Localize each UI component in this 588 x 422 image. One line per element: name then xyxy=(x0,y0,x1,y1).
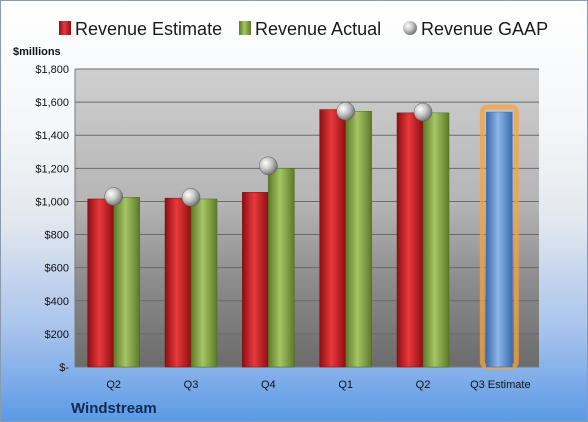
company-name: Windstream xyxy=(71,400,157,417)
y-tick-label: $1,000 xyxy=(35,196,69,208)
legend-swatch-gaap xyxy=(403,21,417,35)
legend-item-gaap: Revenue GAAP xyxy=(403,19,548,39)
y-tick-label: $- xyxy=(59,362,69,374)
x-tick-label: Q2 xyxy=(416,379,431,391)
bar-revenue-actual xyxy=(345,110,372,368)
marker-revenue-gaap xyxy=(336,101,355,121)
bar-revenue-actual xyxy=(190,198,218,368)
legend-label-gaap: Revenue GAAP xyxy=(421,19,548,39)
legend-label-actual: Revenue Actual xyxy=(255,19,381,39)
x-tick-label: Q2 xyxy=(106,379,121,391)
bar-revenue-estimate xyxy=(164,197,192,368)
x-tick-label: Q3 Estimate xyxy=(470,379,531,391)
y-tick-label: $1,400 xyxy=(35,130,69,142)
y-tick-label: $200 xyxy=(45,329,69,341)
marker-revenue-gaap xyxy=(181,188,201,207)
bar-revenue-actual xyxy=(113,197,140,368)
bar-revenue-actual xyxy=(422,112,450,368)
y-tick-label: $800 xyxy=(45,230,69,242)
bar-revenue-estimate xyxy=(242,192,269,368)
x-tick-label: Q1 xyxy=(338,379,353,391)
bar-revenue-estimate xyxy=(319,109,346,368)
y-tick-label: $1,600 xyxy=(35,97,69,109)
legend-swatch-actual xyxy=(239,21,251,35)
y-tick-label: $1,200 xyxy=(35,163,69,175)
y-axis-ticks: $- $200 $400 $600 $800 $1,000 $1,200 $1,400 $1,6… xyxy=(35,64,69,374)
marker-revenue-gaap xyxy=(104,187,123,206)
y-tick-label: $600 xyxy=(45,263,69,275)
bar-revenue-actual xyxy=(268,168,295,368)
bar-estimate-forecast xyxy=(486,111,513,368)
bars xyxy=(87,101,519,370)
legend-item-actual: Revenue Actual xyxy=(239,19,381,39)
x-axis-ticks: Q2 Q3 Q4 Q1 Q2 Q3 Estimate xyxy=(106,379,530,391)
grid-lines xyxy=(74,68,539,368)
bar-revenue-estimate xyxy=(87,198,114,368)
marker-revenue-gaap xyxy=(259,156,278,176)
legend: Revenue Estimate Revenue Actual Revenue … xyxy=(59,19,548,39)
y-tick-label: $400 xyxy=(45,296,69,308)
legend-item-estimate: Revenue Estimate xyxy=(59,19,222,39)
y-axis-unit-label: $millions xyxy=(13,46,61,58)
legend-label-estimate: Revenue Estimate xyxy=(75,19,222,39)
marker-revenue-gaap xyxy=(413,102,433,122)
x-tick-label: Q3 xyxy=(184,379,199,391)
x-tick-label: Q4 xyxy=(261,379,276,391)
plot-area xyxy=(75,69,539,367)
legend-swatch-estimate xyxy=(59,21,71,35)
y-tick-label: $1,800 xyxy=(35,64,69,76)
bar-revenue-estimate xyxy=(396,112,424,368)
